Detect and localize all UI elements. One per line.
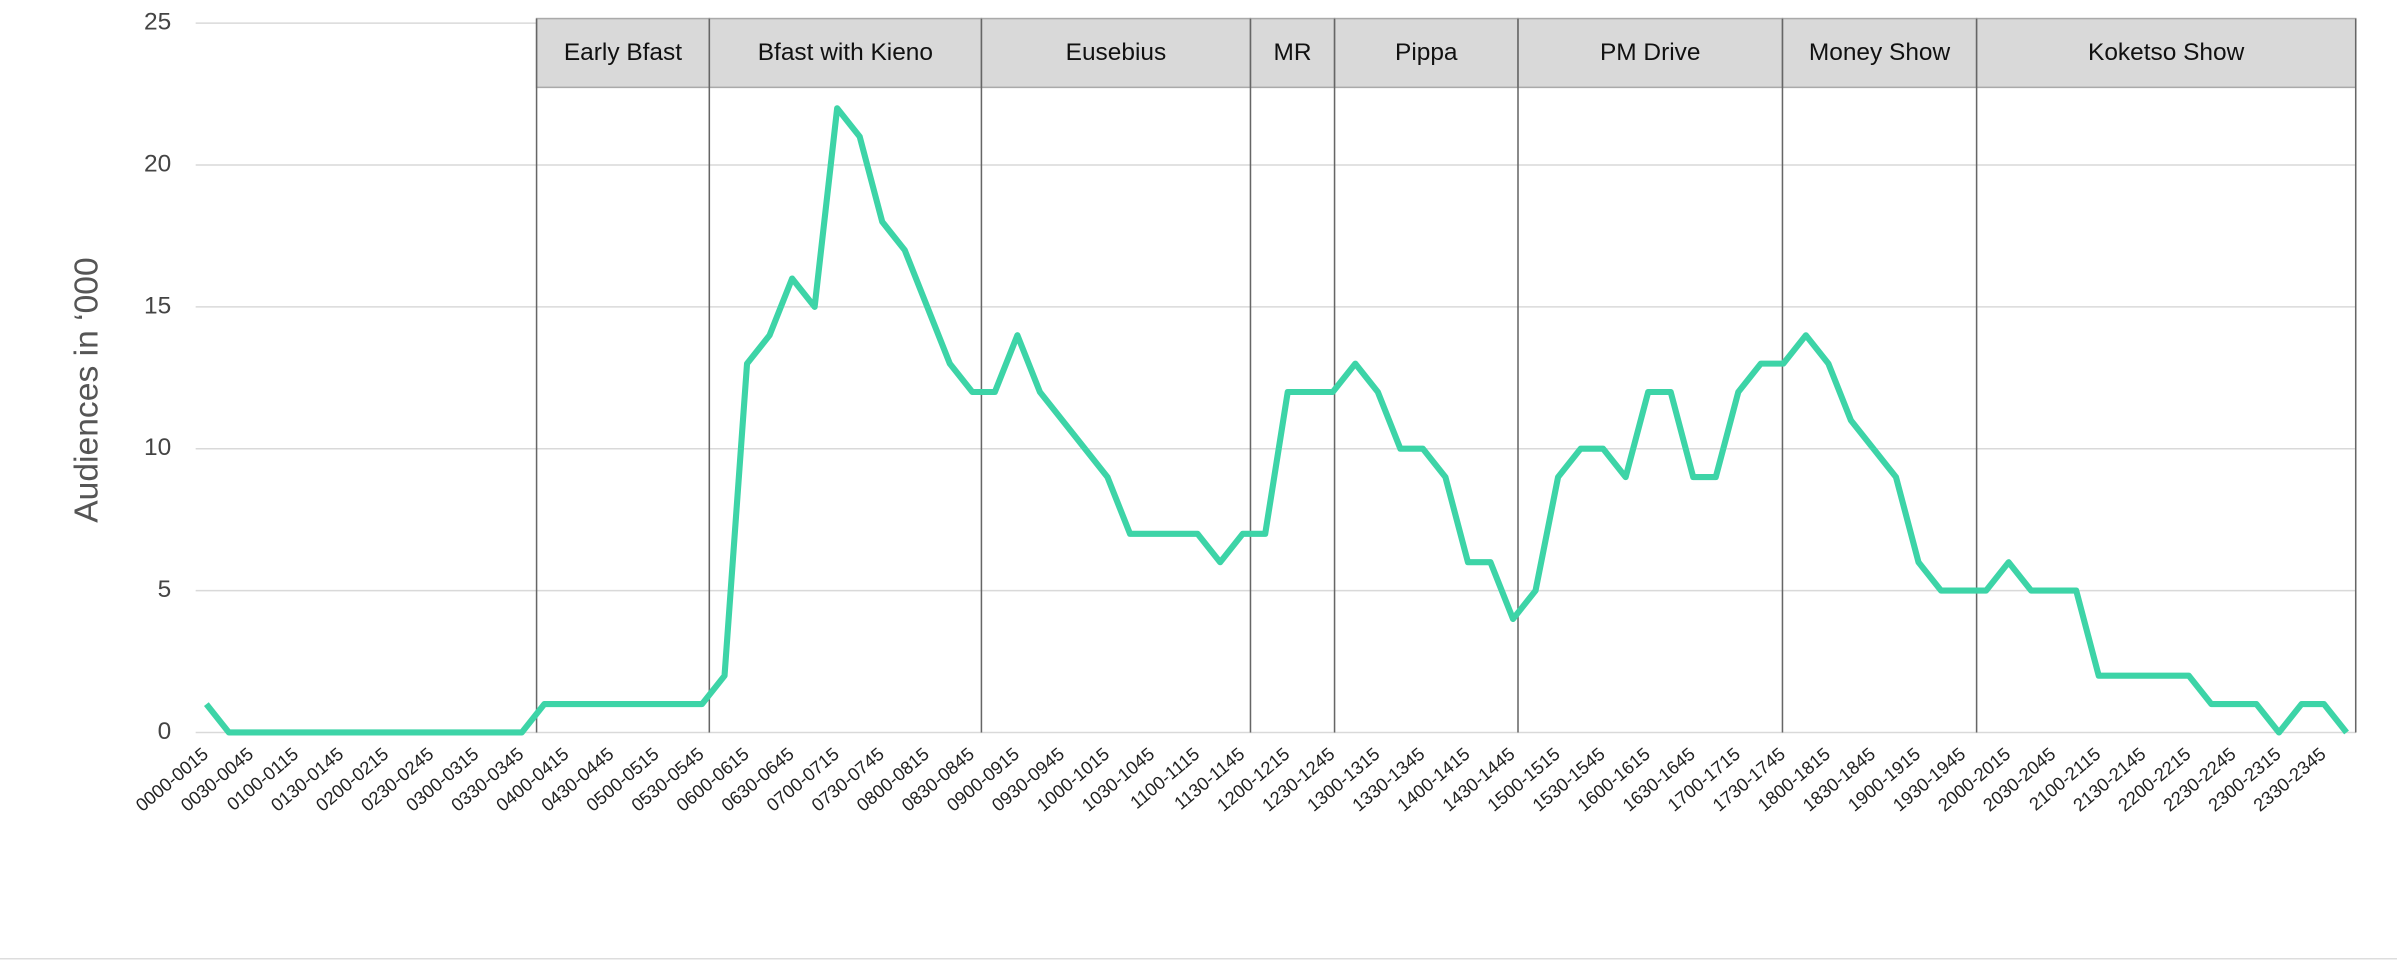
show-label: Eusebius bbox=[1066, 39, 1167, 66]
show-label: Koketso Show bbox=[2088, 39, 2245, 66]
show-label: Early Bfast bbox=[564, 39, 682, 66]
y-tick-label: 15 bbox=[144, 292, 171, 319]
y-tick-label: 20 bbox=[144, 150, 171, 177]
y-tick-label: 0 bbox=[158, 718, 172, 745]
show-label: Pippa bbox=[1395, 39, 1458, 66]
y-tick-label: 25 bbox=[144, 9, 171, 36]
show-label: MR bbox=[1274, 39, 1312, 66]
series-line bbox=[206, 108, 2346, 732]
chart: Audiences in ‘000 0 5 10 15 20 25 Early Bfast B… bbox=[0, 0, 2397, 962]
show-label: Money Show bbox=[1809, 39, 1951, 66]
show-label: Bfast with Kieno bbox=[758, 39, 933, 66]
y-tick-label: 5 bbox=[158, 576, 172, 603]
y-axis-title: Audiences in ‘000 bbox=[69, 257, 106, 522]
page: {"chart_data": {"type": "line", "y_label… bbox=[0, 0, 2397, 962]
show-label: PM Drive bbox=[1600, 39, 1700, 66]
y-tick-label: 10 bbox=[144, 434, 171, 461]
